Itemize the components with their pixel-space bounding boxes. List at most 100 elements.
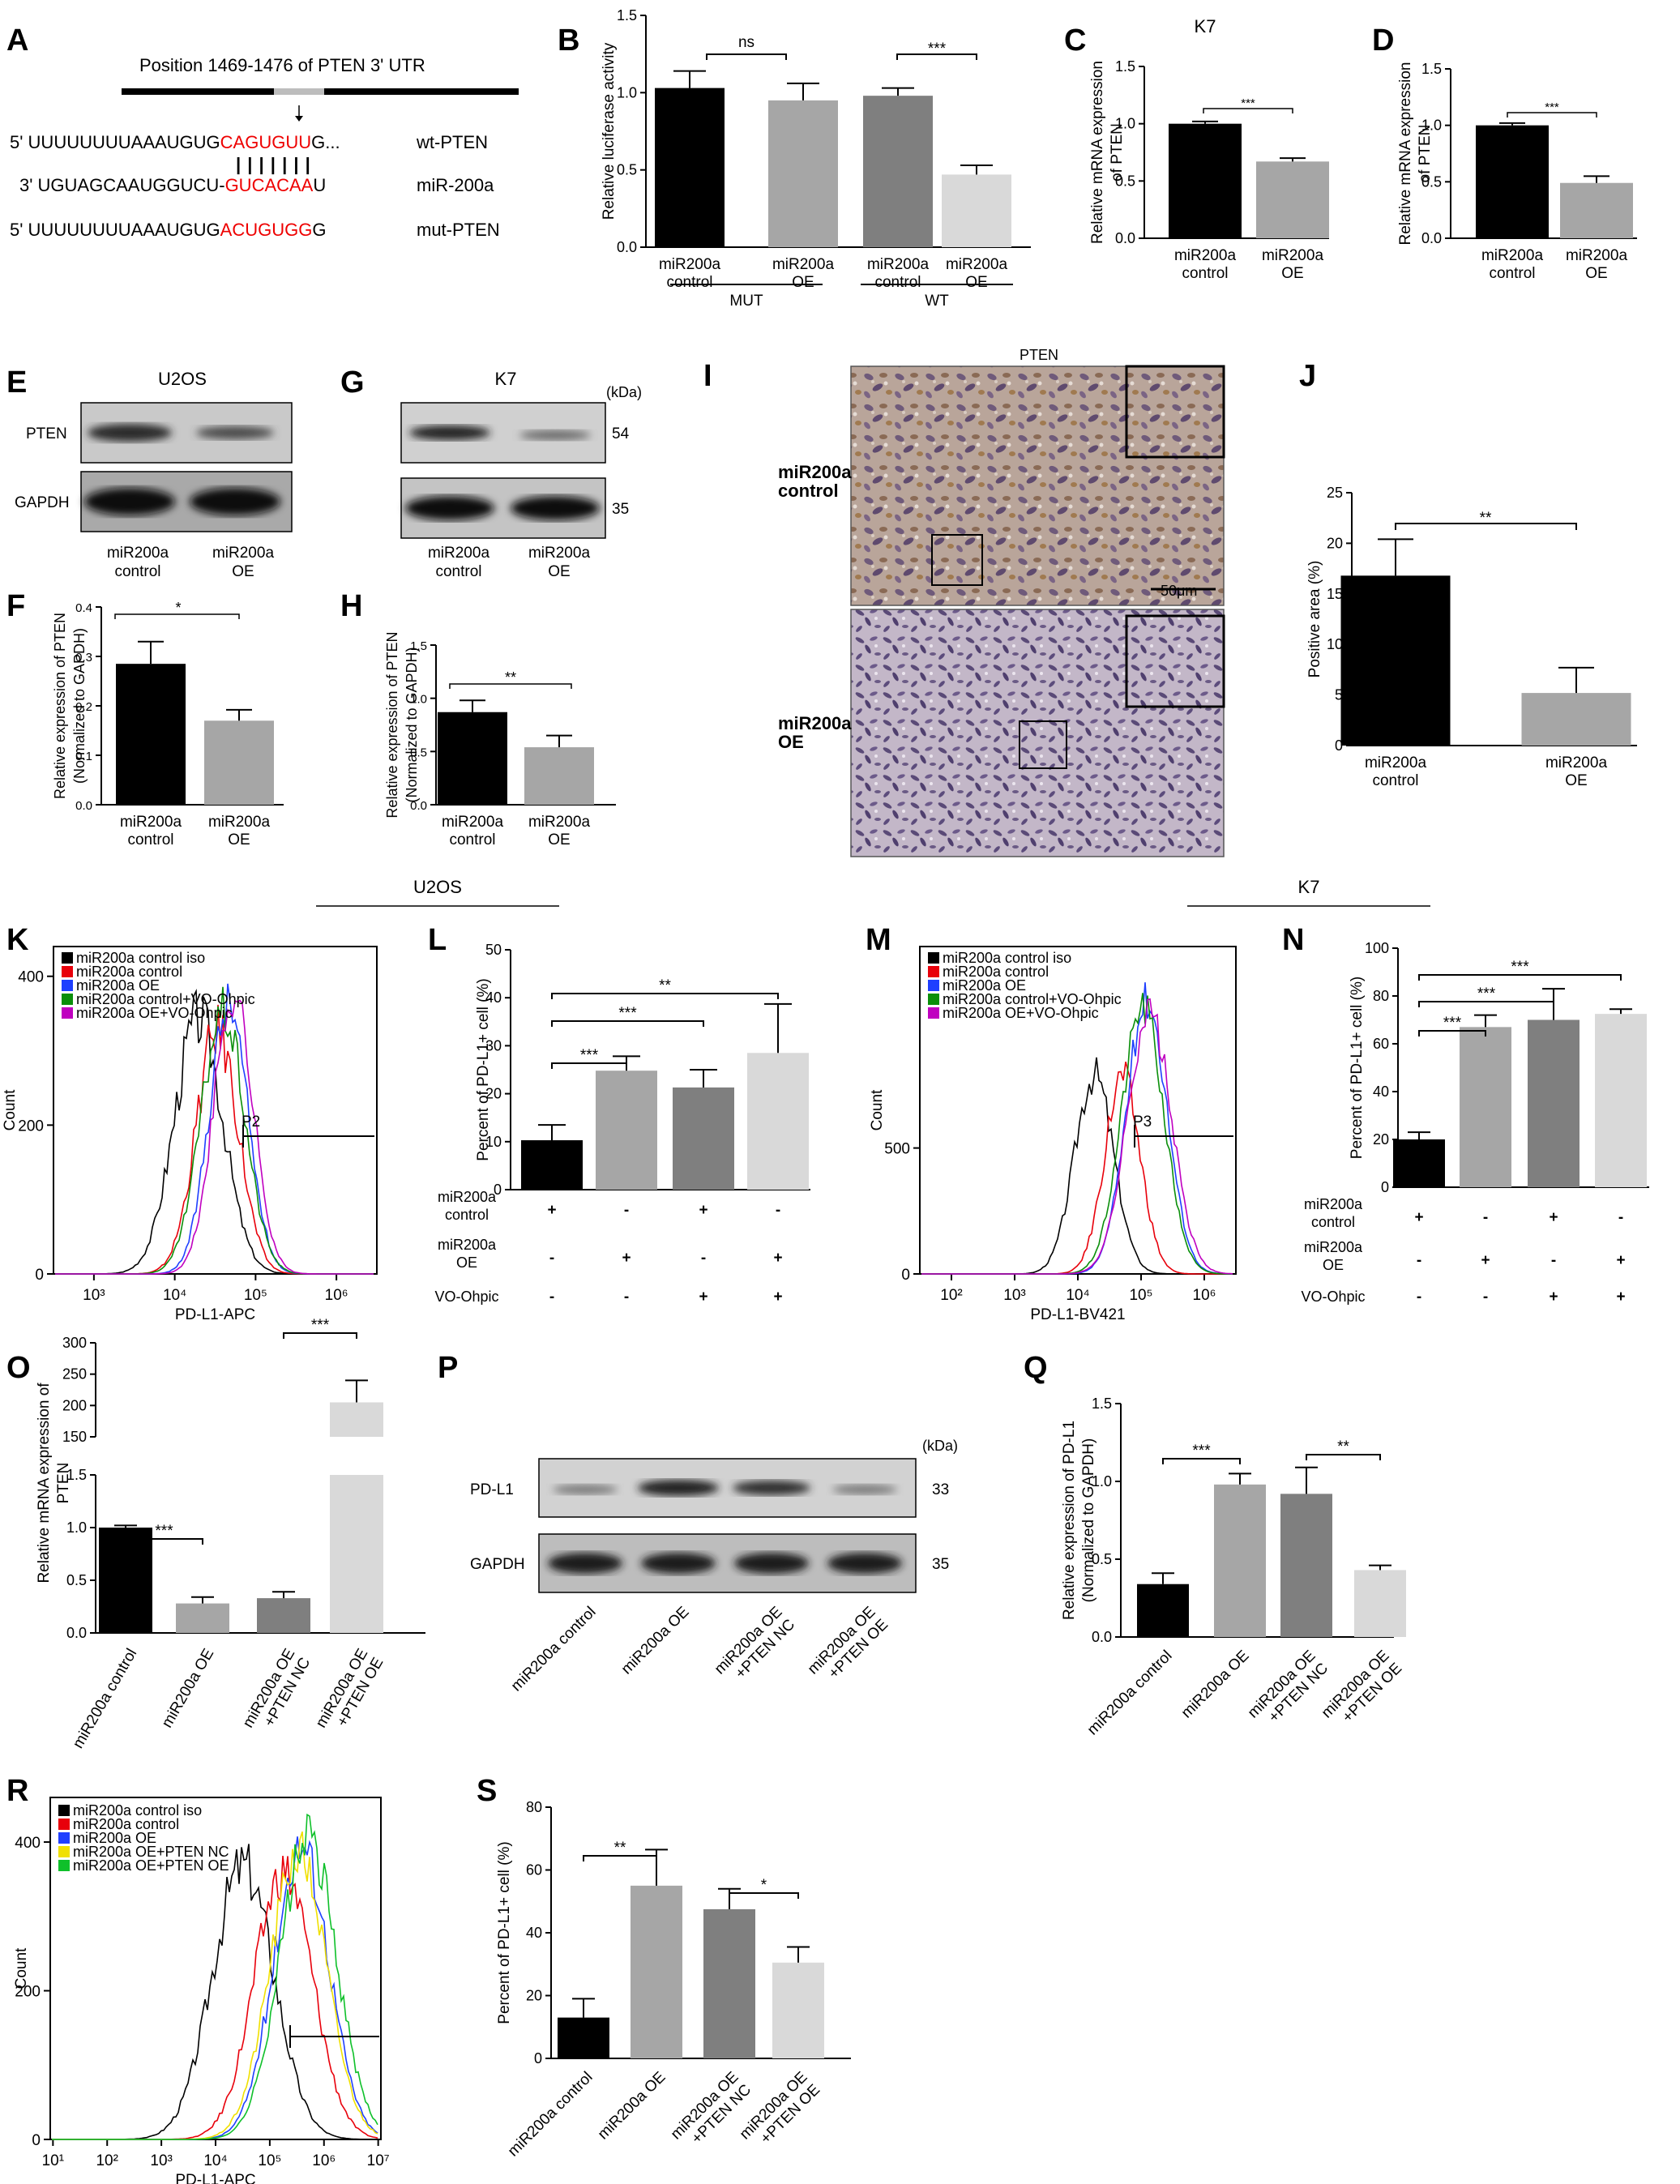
sig-bracket (551, 1062, 627, 1069)
y-axis-label: Relative expression of PTEN (Normalized t… (52, 613, 88, 799)
blot-g-lane-oe: miR200a OE (528, 545, 590, 580)
legend-swatch (62, 952, 73, 964)
sign-cell: + (622, 1250, 631, 1267)
bar (1214, 1484, 1266, 1637)
bar (1595, 1014, 1647, 1187)
ihc-row-oe: miR200a OE (778, 713, 852, 752)
flow-m-k7-pdl1: 10² 10³ 10⁴ 10⁵ 10⁶ 0 500 PD-L1-BV421 Count miR20… (869, 946, 1237, 1323)
y-axis-label: Percent of PD-L1+ cell (%) (475, 978, 492, 1160)
sig-label: *** (155, 1523, 173, 1540)
x-category-label: miR200a OE+PTEN NC (240, 1646, 314, 1740)
band-p-pdl1-3 (733, 1481, 810, 1495)
x-category-label: miR200a OE (208, 814, 270, 848)
blot-lane-label: miR200a OE+PTEN OE (805, 1604, 891, 1690)
x-axis-label: PD-L1-APC (175, 1306, 255, 1323)
x-tick-label: 10⁵ (244, 1287, 267, 1304)
blot-g-title: K7 (495, 369, 517, 389)
panel-g-blot: G K7 (kDa) 54 35 miR200a control miR200a O… (340, 365, 642, 580)
x-tick-label: 10⁶ (325, 1287, 348, 1304)
blot-p-lane-labels: miR200a control miR200a OE miR200a OE+PTEN… (508, 1604, 891, 1695)
legend-label: miR200a control (76, 964, 182, 980)
seq-wt-pten: 5' UUUUUUUUAAAUGUGCAGUGUUG... (10, 132, 340, 152)
sig-d: *** (1545, 100, 1559, 114)
sign-cell: - (1551, 1252, 1556, 1269)
y-axis-label: Relative expression of PTEN (Normalized t… (384, 631, 420, 818)
x-category-label: miR200a control (1084, 1648, 1176, 1739)
sign-cell: - (549, 1289, 554, 1306)
sig-bracket (125, 1538, 203, 1545)
histogram-curve (921, 982, 1233, 1275)
y-tick-label: 10 (1327, 636, 1343, 652)
y-tick-label: 0.0 (410, 799, 427, 813)
bar (1560, 182, 1633, 238)
y-tick-label: 1.5 (1421, 61, 1442, 77)
y-tick-label: 0.0 (1421, 230, 1442, 246)
bar (1169, 123, 1242, 238)
x-category-label: miR200a control (442, 814, 503, 848)
legend-swatch (58, 1846, 70, 1857)
legend-label: miR200a control+VO-Ohpic (943, 991, 1122, 1007)
x-category-label: miR200a OE+PTEN NC (1245, 1648, 1332, 1734)
header-k7: K7 (1298, 877, 1320, 897)
panel-k-letter: K (6, 923, 29, 957)
sig-bracket (1418, 974, 1622, 981)
x-tick-label: 10² (940, 1287, 962, 1304)
header-u2os: U2OS (413, 877, 462, 897)
chart-f-pten-protein-u2os: 0.0 0.1 0.2 0.3 0.4 miR200a control miR200a OE Re… (52, 601, 284, 848)
ihc-oe-zoom-box (1019, 720, 1067, 769)
x-tick-label: 10¹ (42, 2152, 64, 2169)
bar (1354, 1570, 1406, 1637)
sign-cell: - (1483, 1209, 1488, 1226)
bar (204, 720, 274, 805)
x-category-label: miR200a OE+PTEN OE (737, 2069, 823, 2156)
sig-bracket (1418, 1030, 1486, 1036)
bar (116, 664, 186, 805)
band-e-pten-control (88, 424, 172, 442)
y-tick-label: 1.5 (1115, 58, 1135, 75)
bar (1528, 1019, 1580, 1187)
flow-r-pdl1-rescue: 10¹ 10² 10³ 10⁴ 10⁵ 10⁶ 10⁷ 0 200 400 PD-L1-APC Cou… (13, 1797, 390, 2184)
x-category-label: miR200a OE+PTEN OE (313, 1646, 387, 1740)
y-tick-label: 60 (1373, 1036, 1389, 1052)
legend-swatch (58, 1860, 70, 1871)
seq-mut-pten: 5' UUUUUUUUAAAUGUGACUGUGGG (10, 220, 326, 240)
sign-cell: + (1549, 1209, 1558, 1226)
bar (768, 100, 838, 247)
y-tick-label: 20 (1373, 1131, 1389, 1148)
legend-label: miR200a control (73, 1816, 179, 1832)
bar (747, 1053, 809, 1190)
legend-label: miR200a control iso (73, 1802, 202, 1819)
x-tick-label: 10³ (83, 1287, 105, 1304)
legend-label: miR200a OE+VO-Ohpic (76, 1005, 233, 1021)
chart-o-pten-mrna-rescue: 0.0 0.5 1.0 1.5 150 200 250 300 miR200a control m… (36, 1317, 425, 1751)
sig-label: *** (580, 1047, 599, 1064)
sign-cell: + (699, 1202, 707, 1219)
bar (257, 1598, 310, 1633)
chart-l-pdl1-percent-u2os: 0 10 20 30 40 50 Percent of PD-L1+ cell (%) miR… (434, 942, 810, 1306)
legend-swatch (928, 966, 939, 977)
x-category-label: miR200a control (120, 814, 182, 848)
band-p-gapdh-3 (734, 1553, 809, 1574)
y-axis-label: Count (2, 1089, 19, 1130)
sig-b-ns: ns (738, 34, 755, 51)
x-tick-label: 10⁵ (1129, 1287, 1152, 1304)
panel-o-letter: O (6, 1351, 31, 1385)
x-category-label: miR200a control (1365, 754, 1426, 789)
y-tick-label: 1.5 (66, 1467, 87, 1483)
y-tick-label: 0.1 (75, 750, 92, 763)
panel-r-letter: R (6, 1774, 28, 1808)
y-tick-label: 0.5 (66, 1572, 87, 1588)
sig-label: * (761, 1877, 767, 1894)
x-category-label: miR200a OE (1262, 247, 1323, 282)
band-p-pdl1-4 (832, 1485, 897, 1494)
y-tick-label: 80 (1373, 988, 1389, 1004)
y-tick-label: 250 (62, 1366, 87, 1383)
y-axis-label: Count (13, 1947, 30, 1989)
x-category-label: miR200a control (1481, 247, 1543, 282)
sign-cell: - (1417, 1252, 1421, 1269)
legend-label: miR200a control (943, 964, 1049, 980)
ihc-control-zoom-box (931, 534, 983, 586)
y-tick-label: 20 (485, 1086, 502, 1102)
sign-cell: + (1414, 1209, 1423, 1226)
blot-e-row-gapdh: GAPDH (15, 494, 70, 511)
